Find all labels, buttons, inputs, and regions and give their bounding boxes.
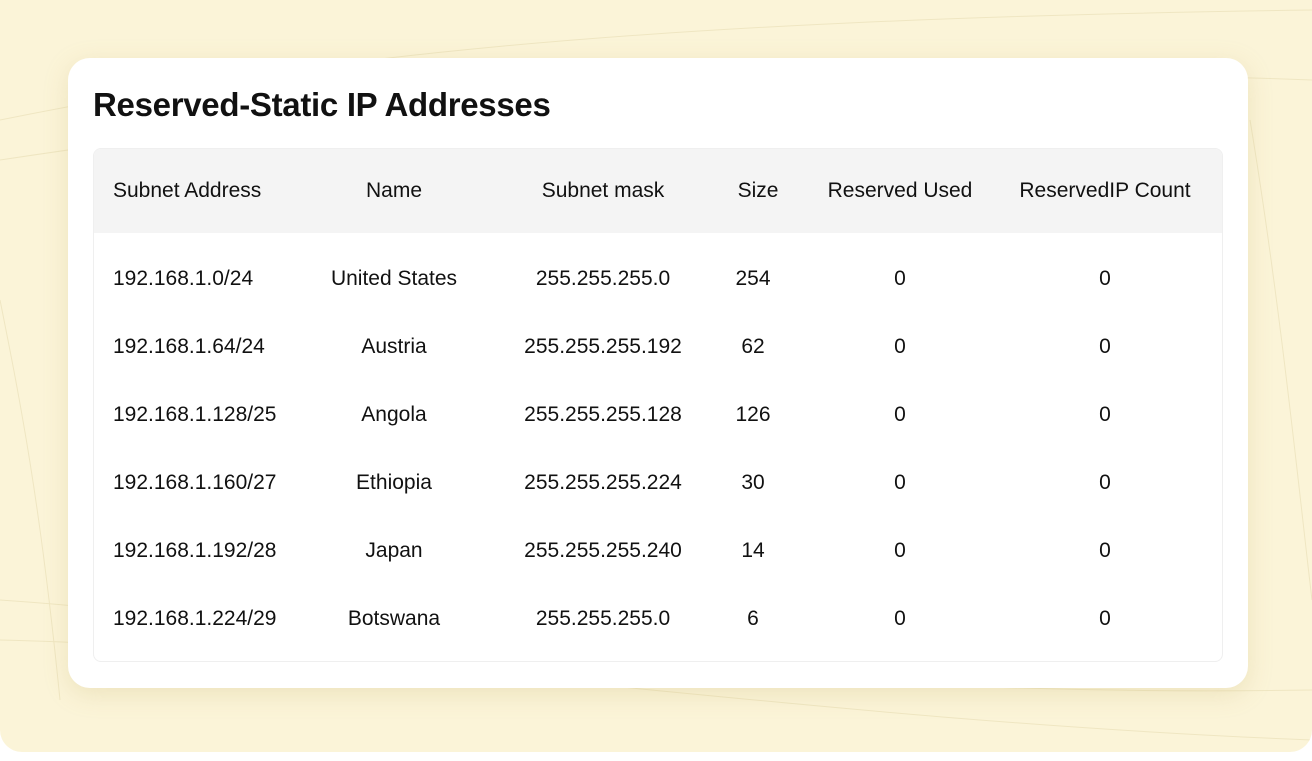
cell-size: 30	[741, 471, 765, 494]
cell-subnet-mask: 255.255.255.192	[524, 335, 682, 358]
cell-name: Japan	[365, 539, 423, 562]
cell-reserved-used: 0	[894, 607, 906, 630]
table-row[interactable]: 192.168.1.0/24 United States 255.255.255.0…	[94, 245, 1222, 313]
cell-size: 6	[747, 607, 759, 630]
column-header-subnet-address[interactable]: Subnet Address	[113, 179, 262, 202]
cell-subnet-address: 192.168.1.224/29	[113, 607, 277, 630]
cell-reservedip-count: 0	[1099, 403, 1111, 426]
table-row[interactable]: 192.168.1.128/25 Angola 255.255.255.128 126…	[94, 381, 1222, 449]
cell-subnet-mask: 255.255.255.240	[524, 539, 682, 562]
cell-subnet-mask: 255.255.255.224	[524, 471, 682, 494]
column-header-name[interactable]: Name	[365, 179, 423, 202]
cell-size: 126	[735, 403, 771, 426]
cell-subnet-mask: 255.255.255.128	[524, 403, 682, 426]
cell-subnet-address: 192.168.1.64/24	[113, 335, 265, 358]
reserved-ip-card: Reserved-Static IP Addresses Subnet Addr…	[68, 58, 1248, 688]
cell-size: 254	[735, 267, 771, 290]
cell-reservedip-count: 0	[1099, 471, 1111, 494]
cell-subnet-address: 192.168.1.0/24	[113, 267, 254, 290]
cell-reserved-used: 0	[894, 539, 906, 562]
cell-size: 62	[741, 335, 765, 358]
cell-size: 14	[741, 539, 765, 562]
cell-reservedip-count: 0	[1099, 335, 1111, 358]
cell-name: Angola	[361, 403, 427, 426]
cell-reservedip-count: 0	[1099, 539, 1111, 562]
cell-name: Austria	[361, 335, 427, 358]
table-header: Subnet Address Name Subnet mask Size Res…	[94, 149, 1222, 233]
cell-subnet-address: 192.168.1.192/28	[113, 539, 277, 562]
column-header-size[interactable]: Size	[737, 179, 779, 202]
cell-subnet-address: 192.168.1.160/27	[113, 471, 277, 494]
cell-reserved-used: 0	[894, 471, 906, 494]
column-header-reservedip-count[interactable]: ReservedIP Count	[1019, 179, 1191, 202]
cell-reserved-used: 0	[894, 267, 906, 290]
column-header-subnet-mask[interactable]: Subnet mask	[541, 179, 665, 202]
table-row[interactable]: 192.168.1.192/28 Japan 255.255.255.240 14 0 0	[94, 517, 1222, 585]
cell-subnet-address: 192.168.1.128/25	[113, 403, 277, 426]
page-title: Reserved-Static IP Addresses	[93, 86, 551, 123]
cell-reservedip-count: 0	[1099, 267, 1111, 290]
cell-name: United States	[330, 267, 458, 290]
table-row[interactable]: 192.168.1.224/29 Botswana 255.255.255.0 6 0 0	[94, 585, 1222, 653]
table-row[interactable]: 192.168.1.160/27 Ethiopia 255.255.255.224 3…	[94, 449, 1222, 517]
cell-name: Ethiopia	[356, 471, 432, 494]
cell-reserved-used: 0	[894, 403, 906, 426]
cell-reservedip-count: 0	[1099, 607, 1111, 630]
table-row[interactable]: 192.168.1.64/24 Austria 255.255.255.192 62 0…	[94, 313, 1222, 381]
cell-subnet-mask: 255.255.255.0	[535, 607, 671, 630]
cell-subnet-mask: 255.255.255.0	[535, 267, 671, 290]
reserved-ip-table: Subnet Address Name Subnet mask Size Res…	[93, 148, 1223, 662]
cell-reserved-used: 0	[894, 335, 906, 358]
cell-name: Botswana	[347, 607, 441, 630]
column-header-reserved-used[interactable]: Reserved Used	[827, 179, 973, 202]
